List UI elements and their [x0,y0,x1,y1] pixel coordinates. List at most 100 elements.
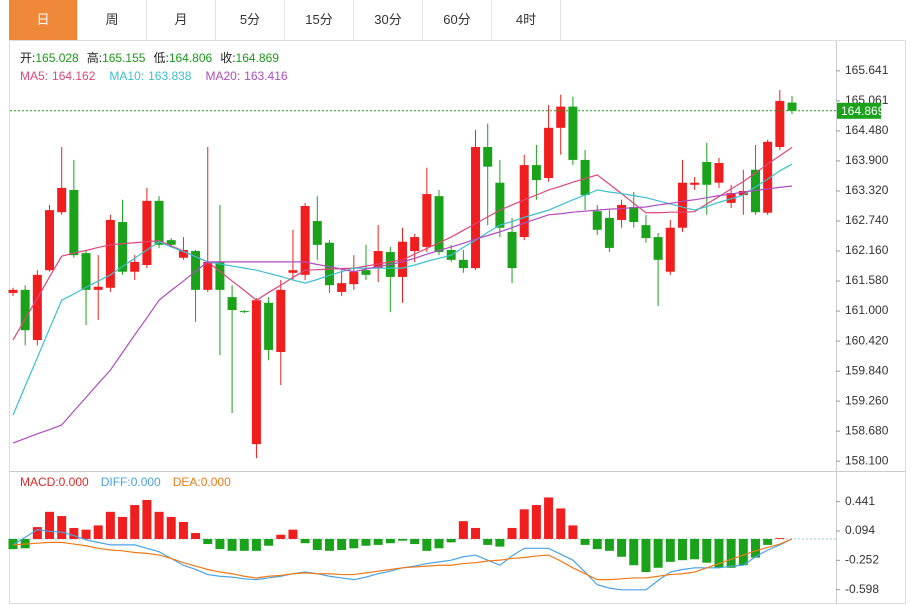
legend-name: DEA: [173,475,201,489]
candle-body [215,261,225,290]
candle-body [264,302,274,350]
candle-body [519,165,529,238]
candle-body [434,196,444,253]
macd-bar [361,538,371,546]
ohlc-value: 164.806 [169,51,213,65]
y-tick-label: 162.160 [845,243,889,257]
macd-bar [604,538,614,551]
candle-body [726,193,736,203]
macd-bar [81,529,91,539]
candle-body [142,200,152,266]
candle-body [787,102,797,111]
macd-bar [276,534,286,539]
macd-bar [57,516,67,539]
tab[interactable]: 15分 [285,0,354,40]
macd-bar [531,505,541,539]
candle-body [665,227,675,272]
macd-bar [434,538,444,549]
y-tick-label: 158.680 [845,423,889,437]
macd-bar [641,538,651,573]
tab[interactable]: 日 [9,0,78,40]
candle-body [556,106,566,128]
y-tick-label: 0.094 [845,523,875,537]
macd-bar [142,499,152,539]
candle-body [690,182,700,185]
macd-bar [251,538,261,551]
candle-body [154,200,164,245]
macd-bar [665,538,675,562]
y-tick-label: 163.900 [845,153,889,167]
macd-bar [373,538,383,545]
candle-body [458,259,468,269]
macd-bar [191,533,201,539]
macd-bar [471,527,481,539]
macd-bar [166,516,176,539]
ma-line [12,146,793,341]
y-tick-label: -0.598 [845,582,879,596]
macd-bar [568,525,578,539]
macd-bar [239,538,249,551]
candle-body [203,261,213,290]
candle-body [580,159,590,196]
tab[interactable]: 周 [78,0,147,40]
candle-body [471,146,481,269]
candle-body [738,190,748,196]
macd-bar [154,511,164,539]
macd-bar [118,516,128,539]
macd-bar [483,538,493,545]
y-tick-label: 159.260 [845,393,889,407]
candle-body [702,161,712,185]
candle-body [93,286,103,290]
macd-bar [677,538,687,561]
legend-name: MA20: [205,69,240,83]
tab[interactable]: 月 [147,0,216,40]
candle-body [105,219,115,288]
macd-bar [690,538,700,560]
tab[interactable]: 30分 [354,0,423,40]
ohlc-value: 164.869 [236,51,280,65]
tab-bar: 日周月 5分 15分 30分 60分 4时 [9,0,906,41]
candle-body [227,297,237,311]
candle-body [422,194,432,247]
legend-value: 163.416 [244,69,288,83]
candle-body [568,106,578,160]
macd-bar [653,538,663,568]
candle-body [32,274,42,341]
legend-name: MA5: [20,69,48,83]
macd-line [12,538,793,581]
macd-bar [738,538,748,566]
macd-bar [32,527,42,539]
candle-body [312,221,322,245]
tab[interactable]: 60分 [423,0,492,40]
y-tick-label: 161.000 [845,303,889,317]
y-tick-label: 159.840 [845,363,889,377]
candle-body [8,289,18,293]
candle-body [191,251,201,290]
ohlc-label: 收: [220,51,235,65]
legend-name: DIFF: [101,475,131,489]
y-tick-label: 161.580 [845,273,889,287]
legend: MA5: 164.162 MA10: 163.838 MA20: 163.416 [20,69,288,83]
candle-body [495,182,505,228]
candle-body [544,127,554,179]
candle-body [69,189,79,256]
legend: MACD:0.000 DIFF:0.000 DEA:0.000 [20,475,231,489]
macd-bar [775,538,785,539]
macd-bar [458,521,468,539]
macd-bar [349,538,359,549]
y-tick-label: 160.420 [845,333,889,347]
macd-bar [105,511,115,539]
macd-bar [215,538,225,550]
tab[interactable]: 5分 [216,0,285,40]
macd-bar [495,538,505,547]
last-price-label: 164.869 [841,104,885,118]
ohlc-value: 165.155 [102,51,146,65]
candle-body [178,249,188,258]
macd-bar [45,511,55,539]
tab[interactable]: 4时 [492,0,561,40]
macd-bar [227,538,237,551]
y-tick-label: 163.320 [845,183,889,197]
legend-value: 164.162 [52,69,96,83]
y-tick-label: 164.480 [845,123,889,137]
candle-body [653,237,663,260]
